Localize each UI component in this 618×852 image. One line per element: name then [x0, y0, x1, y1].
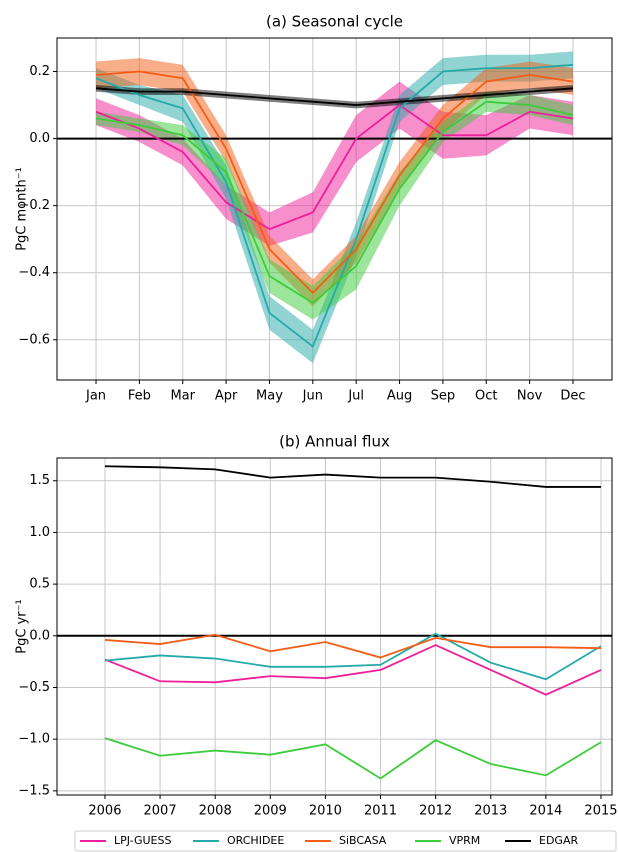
x-tick-label: 2007	[144, 804, 177, 819]
chart-title: (b) Annual flux	[279, 433, 390, 451]
y-tick-label: 1.5	[29, 473, 50, 488]
x-tick-label: Apr	[215, 389, 238, 404]
y-tick-label: −1.5	[18, 783, 50, 798]
x-tick-label: 2015	[584, 804, 617, 819]
legend-label: VPRM	[449, 834, 480, 847]
x-tick-label: 2011	[364, 804, 397, 819]
series-line: ORCHIDEE	[104, 632, 602, 681]
x-tick-label: 2009	[254, 804, 287, 819]
x-tick-label: Oct	[475, 389, 497, 404]
series-line: EDGAR	[104, 465, 601, 488]
series-line: EDGAR	[95, 87, 574, 106]
y-axis-label: PgC yr⁻¹	[15, 599, 30, 653]
series-line: SiBCASA	[95, 70, 574, 295]
x-tick-label: May	[256, 389, 283, 404]
legend-box	[74, 830, 617, 852]
x-tick-label: 2014	[529, 804, 562, 819]
y-axis-label: PgC month⁻¹	[15, 167, 30, 251]
x-tick-label: Sep	[431, 389, 456, 404]
x-tick-label: Mar	[170, 389, 195, 404]
y-tick-label: 0.0	[29, 131, 50, 146]
series-line: LPJ-GUESS	[104, 644, 602, 696]
series-line: SiBCASA	[104, 633, 601, 659]
y-tick-label: −1.0	[18, 732, 50, 747]
y-tick-label: −0.6	[18, 332, 50, 347]
y-tick-label: −0.4	[18, 265, 50, 280]
x-tick-label: Jan	[85, 389, 106, 404]
series-line: VPRM	[95, 100, 574, 304]
x-tick-label: 2010	[309, 804, 342, 819]
plot-frame	[56, 457, 613, 796]
y-tick-label: 0.5	[29, 577, 50, 592]
series-line: ORCHIDEE	[95, 63, 574, 348]
legend-label: SiBCASA	[339, 834, 387, 847]
x-tick-label: Aug	[387, 389, 412, 404]
x-tick-label: 2006	[88, 804, 121, 819]
y-tick-label: 0.0	[29, 628, 50, 643]
uncertainty-band	[96, 84, 573, 109]
y-tick-label: −0.2	[18, 198, 50, 213]
legend-label: EDGAR	[539, 834, 578, 847]
y-tick-label: −0.5	[18, 680, 50, 695]
x-tick-label: Feb	[128, 389, 151, 404]
series-line: VPRM	[104, 737, 602, 780]
x-tick-label: 2008	[199, 804, 232, 819]
series-line: LPJ-GUESS	[95, 103, 574, 231]
chart-title: (a) Seasonal cycle	[266, 13, 403, 31]
legend-label: LPJ-GUESS	[114, 834, 171, 847]
y-tick-label: 0.2	[29, 64, 50, 79]
x-tick-label: 2012	[419, 804, 452, 819]
plot-frame	[56, 37, 613, 381]
y-tick-label: 1.0	[29, 525, 50, 540]
x-tick-label: Jul	[347, 389, 364, 404]
x-tick-label: 2013	[474, 804, 507, 819]
legend-label: ORCHIDEE	[227, 834, 284, 847]
x-tick-label: Jun	[302, 389, 323, 404]
x-tick-label: Nov	[517, 389, 543, 404]
x-tick-label: Dec	[560, 389, 585, 404]
